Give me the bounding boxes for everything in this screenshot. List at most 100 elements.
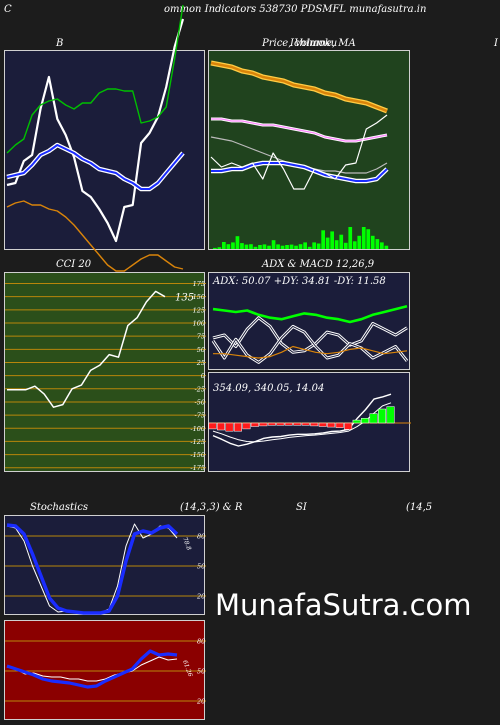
stoch-last-label: 78.8 — [181, 536, 192, 551]
bollinger-title: B — [56, 38, 64, 49]
rsi-tick-label: 80 — [197, 638, 205, 646]
stochastics-chart: 80 50 20 78.8 — [5, 523, 206, 615]
cci-tick-label: -50 — [195, 398, 205, 406]
macd-histogram-bar — [335, 422, 344, 428]
volume-bar — [267, 245, 271, 249]
macd-histogram-bar — [369, 413, 378, 424]
macd-histogram-bar — [378, 408, 387, 424]
adx-minus_dy-outline — [211, 324, 409, 364]
volume-bar — [217, 247, 222, 249]
rsi-mfi-line — [6, 649, 178, 689]
macd-histogram-bar — [327, 422, 336, 428]
cci-last-label: 135 — [175, 293, 194, 304]
cci-tick-label: -25 — [195, 385, 205, 393]
volume-bar — [370, 235, 375, 249]
macd-histogram-bar — [225, 422, 234, 432]
stoch-k-line — [6, 523, 178, 614]
macd-histogram-bar — [259, 422, 268, 427]
price-price-line — [210, 114, 388, 190]
macd-histogram-bar — [301, 422, 310, 426]
stoch-params: (14,3,3) & R — [180, 502, 243, 513]
volume-bar — [271, 240, 276, 249]
cci-tick-label: -175 — [190, 464, 205, 472]
volume-bar — [262, 244, 267, 249]
volume-bar — [222, 242, 226, 249]
volume-bar — [352, 241, 357, 249]
edge-label: I — [494, 38, 498, 49]
stoch-tick-label: 50 — [197, 563, 205, 571]
cci-line — [7, 290, 166, 408]
volume-bar — [321, 230, 325, 249]
adx-chart — [211, 304, 409, 364]
volume-bar — [294, 245, 298, 249]
price-title-overlap: Ichimoku — [290, 38, 338, 49]
stoch-d-line — [6, 523, 179, 615]
macd-histogram-bar — [361, 418, 370, 424]
cci-tick-label: 0 — [201, 372, 205, 380]
adx-readout: ADX: 50.07 +DY: 34.81 -DY: 11.58 — [213, 276, 386, 287]
rsi-panel: 80 50 20 61.26 — [4, 620, 206, 720]
adx-plus_dy-line — [212, 317, 408, 353]
volume-bar — [380, 242, 384, 249]
cci-tick-label: 100 — [193, 320, 205, 328]
macd-panel: 354.09, 340.05, 14.04 — [208, 372, 411, 472]
macd-histogram-bar — [284, 422, 293, 426]
cci-tick-label: 125 — [193, 306, 205, 314]
volume-bar — [249, 244, 253, 249]
volume-bar — [339, 234, 344, 249]
rsi-last-label: 61.26 — [181, 659, 194, 678]
cci-tick-label: -150 — [190, 451, 205, 459]
volume-bar — [298, 244, 303, 249]
volume-bar — [303, 242, 307, 249]
bollinger-lower-line — [6, 200, 184, 272]
rsi-params: (14,5 — [406, 502, 433, 513]
volume-bar — [253, 246, 258, 249]
macd-histogram-bar — [242, 422, 251, 430]
volume-bar — [348, 227, 353, 249]
volume-bar — [361, 227, 366, 249]
volume-bar — [240, 243, 244, 249]
cci-tick-label: -125 — [190, 438, 205, 446]
macd-histogram-bar — [276, 422, 285, 426]
adx-line — [212, 304, 408, 324]
price-title: Price, Volume, MA — [262, 38, 356, 49]
rsi-line — [6, 656, 178, 682]
macd-histogram-bar — [386, 406, 395, 424]
macd-histogram-bar — [344, 422, 353, 430]
volume-bar — [231, 242, 235, 249]
watermark: MunafaSutra.com — [215, 588, 472, 622]
macd-histogram-bar — [318, 422, 327, 427]
adx-panel: ADX: 50.07 +DY: 34.81 -DY: 11.58 — [208, 272, 410, 370]
stoch-tick-label: 20 — [196, 593, 205, 601]
macd-histogram-bar — [250, 422, 259, 427]
macd-histogram-bar — [267, 422, 276, 426]
rsi-title: SI — [296, 502, 307, 513]
bollinger-price-line — [6, 18, 185, 243]
stoch-tick-label: 80 — [197, 533, 205, 541]
rsi-tick-label: 50 — [197, 668, 205, 676]
price-ma-pink-line — [211, 118, 388, 142]
volume-bar — [366, 229, 371, 249]
price-panel — [208, 50, 410, 250]
volume-bar — [375, 239, 380, 249]
macd-histogram-bar — [216, 422, 225, 431]
volume-bar — [357, 235, 362, 249]
cci-chart: 175 150 125 100 75 50 25 0 -25 -50 -75 -100 -125 -150… — [5, 280, 206, 472]
macd-signal-line — [212, 402, 392, 443]
stoch-title: Stochastics — [30, 502, 88, 513]
macd-readout: 354.09, 340.05, 14.04 — [213, 383, 325, 394]
volume-bar — [235, 236, 240, 249]
cci-tick-label: 150 — [193, 293, 205, 301]
macd-histogram-bar — [208, 422, 217, 430]
volume-bar — [213, 247, 217, 249]
price-ma-orange-line — [210, 61, 388, 113]
volume-bar — [330, 231, 334, 249]
corner-label: C — [4, 4, 12, 15]
volume-bar — [312, 242, 316, 249]
macd-histogram-bar — [352, 419, 361, 424]
cci-tick-label: -75 — [195, 412, 205, 420]
macd-histogram-bar — [293, 422, 302, 426]
bollinger-panel — [4, 4, 205, 272]
cci-panel: 175 150 125 100 75 50 25 0 -25 -50 -75 -100 -125 -150… — [4, 272, 206, 472]
volume-bar — [343, 242, 348, 249]
